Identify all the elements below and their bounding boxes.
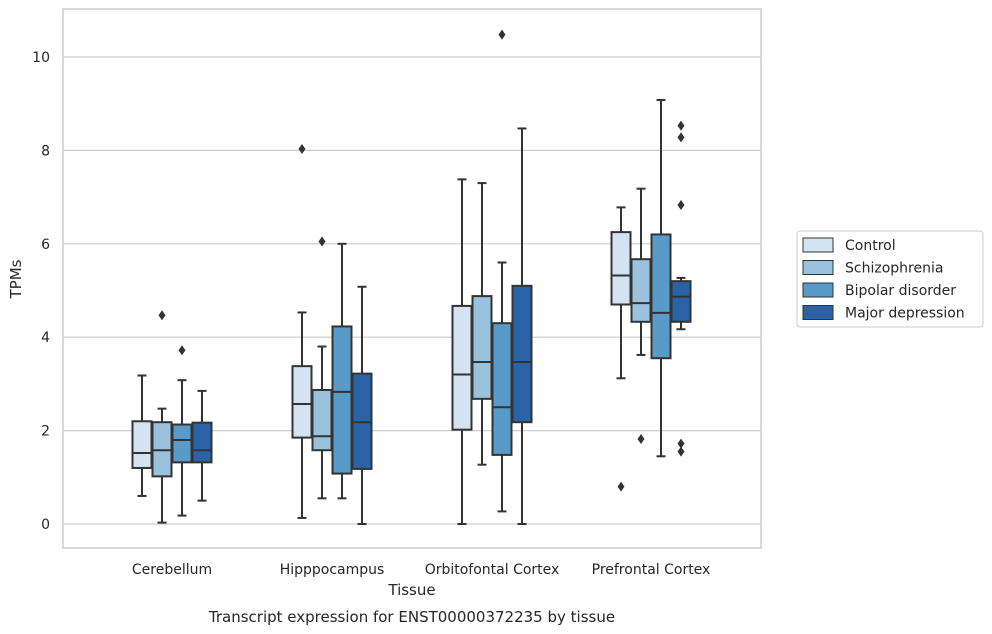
outlier-point: [677, 132, 685, 143]
box-iqr: [670, 280, 692, 323]
outlier-point: [677, 200, 685, 211]
box-schizophrenia: [151, 310, 173, 524]
box-plots: [131, 29, 692, 525]
box-iqr: [191, 421, 213, 464]
box-iqr: [311, 388, 333, 452]
y-tick-labels: 0 2 4 6 8 10: [32, 50, 50, 533]
x-tick-label: Cerebellum: [132, 562, 212, 578]
box-iqr: [131, 420, 153, 469]
outlier-point: [677, 120, 685, 131]
box-iqr: [171, 423, 193, 464]
box-iqr: [291, 365, 313, 439]
outlier-point: [298, 143, 306, 154]
box-schizophrenia: [471, 182, 493, 466]
box-iqr: [650, 233, 672, 360]
box-iqr: [630, 258, 652, 323]
y-tick-label: 4: [41, 330, 50, 346]
legend-entry-label: Major depression: [845, 306, 965, 322]
box-major-depression: [511, 127, 533, 525]
box-bipolar-disorder: [171, 345, 193, 517]
legend-entry-label: Bipolar disorder: [845, 283, 956, 299]
x-tick-label: Hipppocampus: [280, 562, 385, 578]
legend-swatch: [802, 305, 834, 320]
box-control: [291, 143, 313, 519]
box-major-depression: [351, 285, 373, 525]
y-tick-label: 8: [41, 143, 50, 159]
box-iqr: [491, 322, 513, 456]
legend-entry-label: Control: [845, 238, 896, 254]
legend-swatch: [802, 282, 834, 298]
y-tick-label: 10: [32, 50, 50, 66]
outlier-point: [158, 310, 166, 321]
legend-entry-label: Schizophrenia: [845, 261, 943, 277]
y-tick-label: 6: [41, 237, 50, 253]
outlier-point: [498, 29, 506, 40]
legend-frame: [796, 230, 984, 328]
figure-caption: Transcript expression for ENST0000037223…: [208, 608, 615, 626]
plot-frame: [62, 8, 762, 549]
box-schizophrenia: [630, 187, 652, 445]
x-tick-labels: Cerebellum Hipppocampus Orbitofontal Corte…: [132, 562, 710, 578]
box-schizophrenia: [311, 236, 333, 500]
outlier-point: [677, 446, 685, 457]
y-tick-label: 2: [41, 424, 50, 440]
box-major-depression: [191, 389, 213, 502]
x-axis-label: Tissue: [387, 581, 435, 599]
box-iqr: [451, 304, 473, 431]
box-iqr: [471, 295, 493, 400]
legend: Control Schizophrenia Bipolar disorder Majo…: [796, 230, 984, 328]
box-iqr: [610, 231, 632, 306]
box-bipolar-disorder: [491, 29, 513, 513]
legend-swatch: [802, 260, 834, 275]
outlier-point: [677, 438, 685, 449]
x-tick-label: Prefrontal Cortex: [592, 562, 711, 578]
outlier-point: [617, 481, 625, 492]
box-control: [131, 374, 153, 497]
box-bipolar-disorder: [331, 242, 353, 500]
box-major-depression: [670, 120, 692, 457]
box-control: [451, 178, 473, 525]
box-control: [610, 206, 632, 492]
box-bipolar-disorder: [650, 98, 672, 458]
y-axis-label: TPMs: [7, 259, 25, 299]
y-tick-label: 0: [41, 517, 50, 533]
box-iqr: [331, 325, 353, 475]
x-tick-label: Orbitofontal Cortex: [425, 562, 560, 578]
box-iqr: [511, 284, 533, 424]
outlier-point: [637, 434, 645, 445]
outlier-point: [318, 236, 326, 247]
legend-swatch: [802, 237, 834, 253]
outlier-point: [178, 345, 186, 356]
